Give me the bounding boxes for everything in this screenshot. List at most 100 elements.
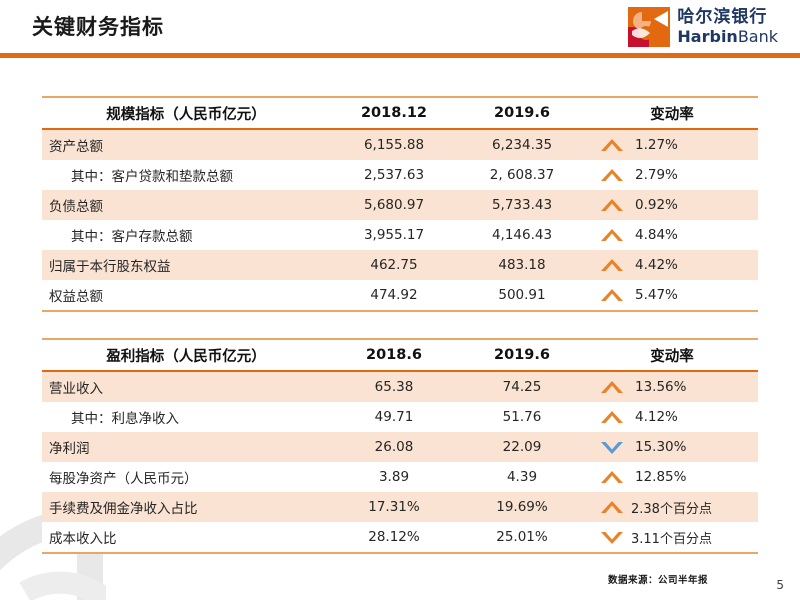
row-value-period-1: 3.89 bbox=[330, 462, 458, 492]
row-change-arrow bbox=[586, 492, 628, 522]
row-value-period-2: 6,234.35 bbox=[458, 130, 586, 160]
row-value-period-1: 26.08 bbox=[330, 432, 458, 462]
row-label: 其中：客户贷款和垫款总额 bbox=[42, 160, 330, 190]
header-cell-indicator: 盈利指标（人民币亿元） bbox=[42, 340, 330, 370]
row-value-period-1: 2,537.63 bbox=[330, 160, 458, 190]
row-value-period-2: 22.09 bbox=[458, 432, 586, 462]
header-divider bbox=[0, 53, 800, 58]
row-value-period-2: 19.69% bbox=[458, 492, 586, 522]
row-change-arrow bbox=[586, 402, 628, 432]
row-value-period-2: 74.25 bbox=[458, 372, 586, 402]
header-cell-change: 变动率 bbox=[586, 98, 758, 128]
slide-header: 关键财务指标 bbox=[0, 0, 800, 52]
row-label: 归属于本行股东权益 bbox=[42, 250, 330, 280]
change-arrow-icon bbox=[601, 168, 623, 181]
row-label: 资产总额 bbox=[42, 130, 330, 160]
row-label: 其中：利息净收入 bbox=[42, 402, 330, 432]
scale-table-body: 规模指标（人民币亿元） 2018.12 2019.6 变动率 资产总额 6,155.88 6… bbox=[42, 96, 758, 312]
row-label: 其中：客户存款总额 bbox=[42, 220, 330, 250]
row-value-period-2: 5,733.43 bbox=[458, 190, 586, 220]
change-arrow-icon bbox=[601, 410, 623, 423]
header-cell-period-2: 2019.6 bbox=[458, 98, 586, 128]
row-change-value: 5.47% bbox=[628, 280, 758, 310]
row-value-period-2: 51.76 bbox=[458, 402, 586, 432]
table-row: 归属于本行股东权益 462.75 483.18 4.42% bbox=[42, 250, 758, 280]
header-cell-period-1: 2018.12 bbox=[330, 98, 458, 128]
table-rule-top bbox=[42, 96, 758, 98]
table-rule-top bbox=[42, 338, 758, 340]
change-arrow-icon bbox=[601, 198, 623, 211]
row-value-period-1: 28.12% bbox=[330, 522, 458, 552]
header-cell-indicator: 规模指标（人民币亿元） bbox=[42, 98, 330, 128]
change-arrow-icon bbox=[601, 531, 623, 544]
table-row: 每股净资产（人民币元） 3.89 4.39 12.85% bbox=[42, 462, 758, 492]
change-arrow-icon bbox=[601, 470, 623, 483]
row-change-arrow bbox=[586, 220, 628, 250]
row-value-period-2: 25.01% bbox=[458, 522, 586, 552]
row-change-arrow bbox=[586, 160, 628, 190]
row-change-value: 0.92% bbox=[628, 190, 758, 220]
table-row: 资产总额 6,155.88 6,234.35 1.27% bbox=[42, 130, 758, 160]
scale-indicators-table: 规模指标（人民币亿元） 2018.12 2019.6 变动率 资产总额 6,155.88 6… bbox=[42, 96, 758, 312]
row-value-period-1: 5,680.97 bbox=[330, 190, 458, 220]
table-header-row: 规模指标（人民币亿元） 2018.12 2019.6 变动率 bbox=[42, 98, 758, 128]
table-row: 权益总额 474.92 500.91 5.47% bbox=[42, 280, 758, 310]
table-row: 营业收入 65.38 74.25 13.56% bbox=[42, 372, 758, 402]
profit-indicators-table: 盈利指标（人民币亿元） 2018.6 2019.6 变动率 营业收入 65.38 74.25… bbox=[42, 338, 758, 554]
table-row: 负债总额 5,680.97 5,733.43 0.92% bbox=[42, 190, 758, 220]
table-row: 其中：客户存款总额 3,955.17 4,146.43 4.84% bbox=[42, 220, 758, 250]
row-change-arrow bbox=[586, 190, 628, 220]
header-cell-period-1: 2018.6 bbox=[330, 340, 458, 370]
change-arrow-icon bbox=[601, 138, 623, 151]
row-label: 手续费及佣金净收入占比 bbox=[42, 492, 330, 522]
row-change-value: 15.30% bbox=[628, 432, 758, 462]
row-value-period-1: 462.75 bbox=[330, 250, 458, 280]
table-rule-bottom bbox=[42, 552, 758, 554]
row-change-value: 12.85% bbox=[628, 462, 758, 492]
table-row: 其中：客户贷款和垫款总额 2,537.63 2, 608.37 2.79% bbox=[42, 160, 758, 190]
profit-table-body: 盈利指标（人民币亿元） 2018.6 2019.6 变动率 营业收入 65.38 74.25… bbox=[42, 338, 758, 554]
change-arrow-icon bbox=[601, 500, 623, 513]
row-value-period-1: 474.92 bbox=[330, 280, 458, 310]
row-change-value: 2.38个百分点 bbox=[628, 492, 758, 522]
page-number: 5 bbox=[776, 578, 784, 592]
brand-logo: 哈尔滨银行 HarbinBank bbox=[628, 7, 778, 47]
row-value-period-1: 6,155.88 bbox=[330, 130, 458, 160]
change-arrow-icon bbox=[601, 441, 623, 454]
row-change-arrow bbox=[586, 522, 628, 552]
change-arrow-icon bbox=[601, 228, 623, 241]
row-change-value: 4.12% bbox=[628, 402, 758, 432]
row-change-arrow bbox=[586, 432, 628, 462]
brand-name-en-bold: Harbin bbox=[677, 27, 738, 46]
table-header-row: 盈利指标（人民币亿元） 2018.6 2019.6 变动率 bbox=[42, 340, 758, 370]
row-change-value: 4.42% bbox=[628, 250, 758, 280]
row-change-value: 1.27% bbox=[628, 130, 758, 160]
row-change-arrow bbox=[586, 462, 628, 492]
row-change-arrow bbox=[586, 372, 628, 402]
table-rule-bottom bbox=[42, 310, 758, 312]
row-change-value: 2.79% bbox=[628, 160, 758, 190]
brand-wordmark: 哈尔滨银行 HarbinBank bbox=[677, 9, 778, 45]
row-label: 负债总额 bbox=[42, 190, 330, 220]
row-change-arrow bbox=[586, 250, 628, 280]
row-label: 营业收入 bbox=[42, 372, 330, 402]
table-row: 手续费及佣金净收入占比 17.31% 19.69% 2.38个百分点 bbox=[42, 492, 758, 522]
row-label: 成本收入比 bbox=[42, 522, 330, 552]
row-value-period-1: 17.31% bbox=[330, 492, 458, 522]
brand-name-en: HarbinBank bbox=[677, 29, 778, 45]
header-cell-change: 变动率 bbox=[586, 340, 758, 370]
brand-name-en-light: Bank bbox=[737, 27, 778, 46]
row-change-value: 13.56% bbox=[628, 372, 758, 402]
table-row: 净利润 26.08 22.09 15.30% bbox=[42, 432, 758, 462]
row-change-value: 3.11个百分点 bbox=[628, 522, 758, 552]
row-label: 权益总额 bbox=[42, 280, 330, 310]
row-value-period-2: 4.39 bbox=[458, 462, 586, 492]
row-value-period-1: 3,955.17 bbox=[330, 220, 458, 250]
row-change-arrow bbox=[586, 130, 628, 160]
table-row: 其中：利息净收入 49.71 51.76 4.12% bbox=[42, 402, 758, 432]
harbin-bank-logo-icon bbox=[628, 7, 671, 47]
header-cell-period-2: 2019.6 bbox=[458, 340, 586, 370]
row-label: 每股净资产（人民币元） bbox=[42, 462, 330, 492]
row-change-value: 4.84% bbox=[628, 220, 758, 250]
